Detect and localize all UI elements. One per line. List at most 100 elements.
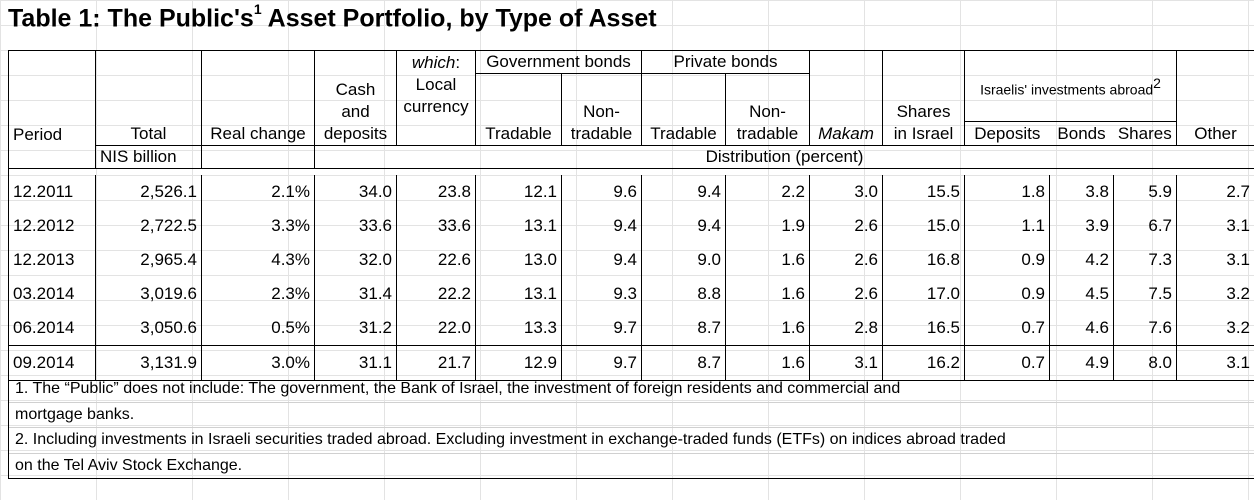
row-cell: 1.8: [964, 174, 1050, 209]
row-cell: 0.9: [964, 276, 1050, 311]
row-cell: 33.6: [314, 208, 397, 243]
row-cell: 13.1: [475, 276, 562, 311]
row-cell: 16.5: [882, 310, 965, 345]
row-cell: 12.1: [475, 174, 562, 209]
row-cell: 9.0: [641, 242, 726, 277]
header-abroad-deposits: Deposits: [964, 121, 1050, 146]
row-period: 12.2012: [8, 208, 96, 243]
row-cell: 9.7: [561, 344, 642, 381]
row-cell: 1.1: [964, 208, 1050, 243]
row-cell: 2.6: [809, 208, 883, 243]
row-cell: 4.6: [1049, 310, 1114, 345]
row-cell: 2.1%: [201, 174, 315, 209]
row-cell: 0.5%: [201, 310, 315, 345]
unit-row: NIS billion Distribution (percent): [8, 145, 1254, 169]
row-cell: 2,526.1: [95, 174, 202, 209]
row-cell: 4.5: [1049, 276, 1114, 311]
footnote-1-line-2: mortgage banks.: [9, 401, 1254, 428]
header-abroad-shares: Shares: [1113, 121, 1178, 146]
footnote-1-line-1: 1. The “Public” does not include: The go…: [15, 380, 901, 397]
row-period: 03.2014: [8, 276, 96, 311]
row-cell: 9.6: [561, 174, 642, 209]
row-cell: 9.4: [641, 208, 726, 243]
abroad-footnote-mark: 2: [1153, 74, 1161, 91]
row-period: 09.2014: [8, 344, 96, 381]
row-cell: 9.7: [561, 310, 642, 345]
header-local-currency: Local currency: [396, 73, 476, 146]
footnote-2-line-2: on the Tel Aviv Stock Exchange.: [9, 452, 1254, 479]
unit-period-blank: [8, 145, 96, 169]
row-cell: 15.0: [882, 208, 965, 243]
table-title: Table 1: The Public's1 Asset Portfolio, …: [8, 1, 657, 33]
header-other: Other: [1176, 50, 1254, 146]
header-which: which:: [396, 50, 476, 74]
row-cell: 22.0: [396, 310, 476, 345]
row-cell: 31.4: [314, 276, 397, 311]
row-cell: 9.4: [561, 242, 642, 277]
row-cell: 2.2: [724, 174, 810, 209]
row-cell: 13.3: [475, 310, 562, 345]
row-cell: 1.9: [724, 208, 810, 243]
unit-distribution: Distribution (percent): [313, 145, 1254, 169]
row-cell: 6.7: [1113, 208, 1177, 243]
table-row: 09.2014 3,131.9 3.0% 31.1 21.7 12.9 9.7 8.7 1.6 3…: [8, 344, 1254, 381]
row-cell: 3.1: [1176, 242, 1254, 277]
row-cell: 21.7: [396, 344, 476, 381]
header-period: Period: [8, 50, 96, 146]
unit-total: NIS billion: [95, 145, 202, 169]
row-cell: 3.1: [1176, 344, 1254, 381]
row-cell: 4.2: [1049, 242, 1114, 277]
row-cell: 0.7: [964, 310, 1050, 345]
table-row: 06.2014 3,050.6 0.5% 31.2 22.0 13.3 9.7 8.7 1.6 2…: [8, 310, 1254, 345]
row-cell: 3.2: [1176, 310, 1254, 345]
row-cell: 16.8: [882, 242, 965, 277]
row-cell: 1.6: [724, 310, 810, 345]
row-cell: 8.7: [641, 344, 726, 381]
row-cell: 3.0%: [201, 344, 315, 381]
header-row-3: Deposits Bonds Shares: [9, 121, 1254, 146]
row-cell: 2.6: [809, 242, 883, 277]
row-cell: 9.4: [561, 208, 642, 243]
row-cell: 23.8: [396, 174, 476, 209]
row-period: 12.2011: [8, 174, 96, 209]
header-abroad-bonds: Bonds: [1057, 124, 1106, 143]
row-cell: 3.8: [1049, 174, 1114, 209]
row-cell: 4.9: [1049, 344, 1114, 381]
row-cell: 17.0: [882, 276, 965, 311]
row-cell: 34.0: [314, 174, 397, 209]
header-row-2: Local currency Tradable Non-tradable Trad…: [9, 73, 1254, 146]
row-cell: 32.0: [314, 242, 397, 277]
row-cell: 1.6: [724, 344, 810, 381]
row-cell: 1.6: [724, 242, 810, 277]
row-period: 12.2013: [8, 242, 96, 277]
row-cell: 3.2: [1176, 276, 1254, 311]
row-cell: 13.1: [475, 208, 562, 243]
row-cell: 2.8: [809, 310, 883, 345]
row-cell: 31.1: [314, 344, 397, 381]
row-cell: 8.7: [641, 310, 726, 345]
header-shares-israel: Shares in Israel: [882, 50, 965, 146]
row-cell: 16.2: [882, 344, 965, 381]
row-cell: 3.0: [809, 174, 883, 209]
row-cell: 7.5: [1113, 276, 1177, 311]
header-investments-abroad: Israelis' investments abroad2: [964, 50, 1178, 122]
row-cell: 9.4: [641, 174, 726, 209]
header-row-1: Period Total Real change Cash and deposits…: [8, 50, 1254, 146]
title-footnote-mark: 1: [253, 1, 262, 17]
header-real-change: Real change: [201, 50, 315, 146]
asset-portfolio-table: Period Total Real change Cash and deposits…: [7, 50, 1254, 381]
row-cell: 0.9: [964, 242, 1050, 277]
row-cell: 22.2: [396, 276, 476, 311]
row-cell: 2.3%: [201, 276, 315, 311]
header-gov-tradable: Tradable: [475, 73, 562, 146]
row-cell: 22.6: [396, 242, 476, 277]
row-cell: 2,965.4: [95, 242, 202, 277]
header-private-non-tradable: Non-tradable: [724, 73, 810, 146]
header-private-bonds: Private bonds: [640, 50, 810, 74]
row-cell: 3.9: [1049, 208, 1114, 243]
row-cell: 15.5: [882, 174, 965, 209]
header-cash-deposits: Cash and deposits: [314, 50, 397, 146]
row-cell: 3.1: [809, 344, 883, 381]
header-gov-non-tradable: Non-tradable: [561, 73, 642, 146]
row-cell: 2.7: [1176, 174, 1254, 209]
